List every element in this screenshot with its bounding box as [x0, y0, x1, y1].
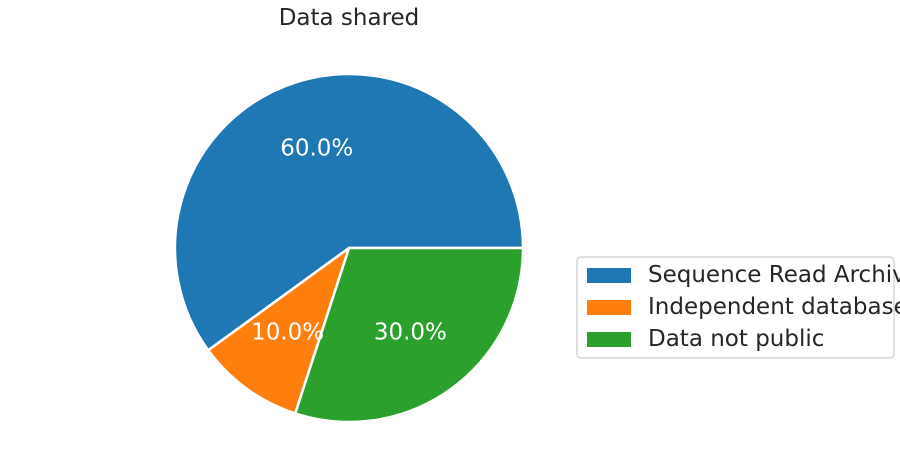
legend: Sequence Read Archive Independent databas…: [576, 256, 900, 359]
pie-wedges: [173, 72, 525, 424]
legend-swatch: [587, 332, 631, 347]
slice-percent-label: 10.0%: [251, 319, 324, 345]
pie-slice: [293, 246, 525, 424]
legend-frame: [576, 256, 895, 359]
pie-slice: [173, 72, 525, 352]
legend-label: Independent databases: [648, 294, 900, 320]
legend-label: Data not public: [648, 326, 824, 352]
pie-slice: [206, 246, 351, 415]
slice-percent-label: 60.0%: [280, 136, 353, 162]
legend-label: Sequence Read Archive: [648, 262, 900, 288]
chart-title: Data shared: [279, 5, 420, 31]
legend-swatch: [587, 300, 631, 315]
pie-percent-labels: 60.0% 10.0% 30.0%: [251, 136, 447, 346]
slice-percent-label: 30.0%: [374, 319, 447, 345]
legend-swatch: [587, 268, 631, 283]
